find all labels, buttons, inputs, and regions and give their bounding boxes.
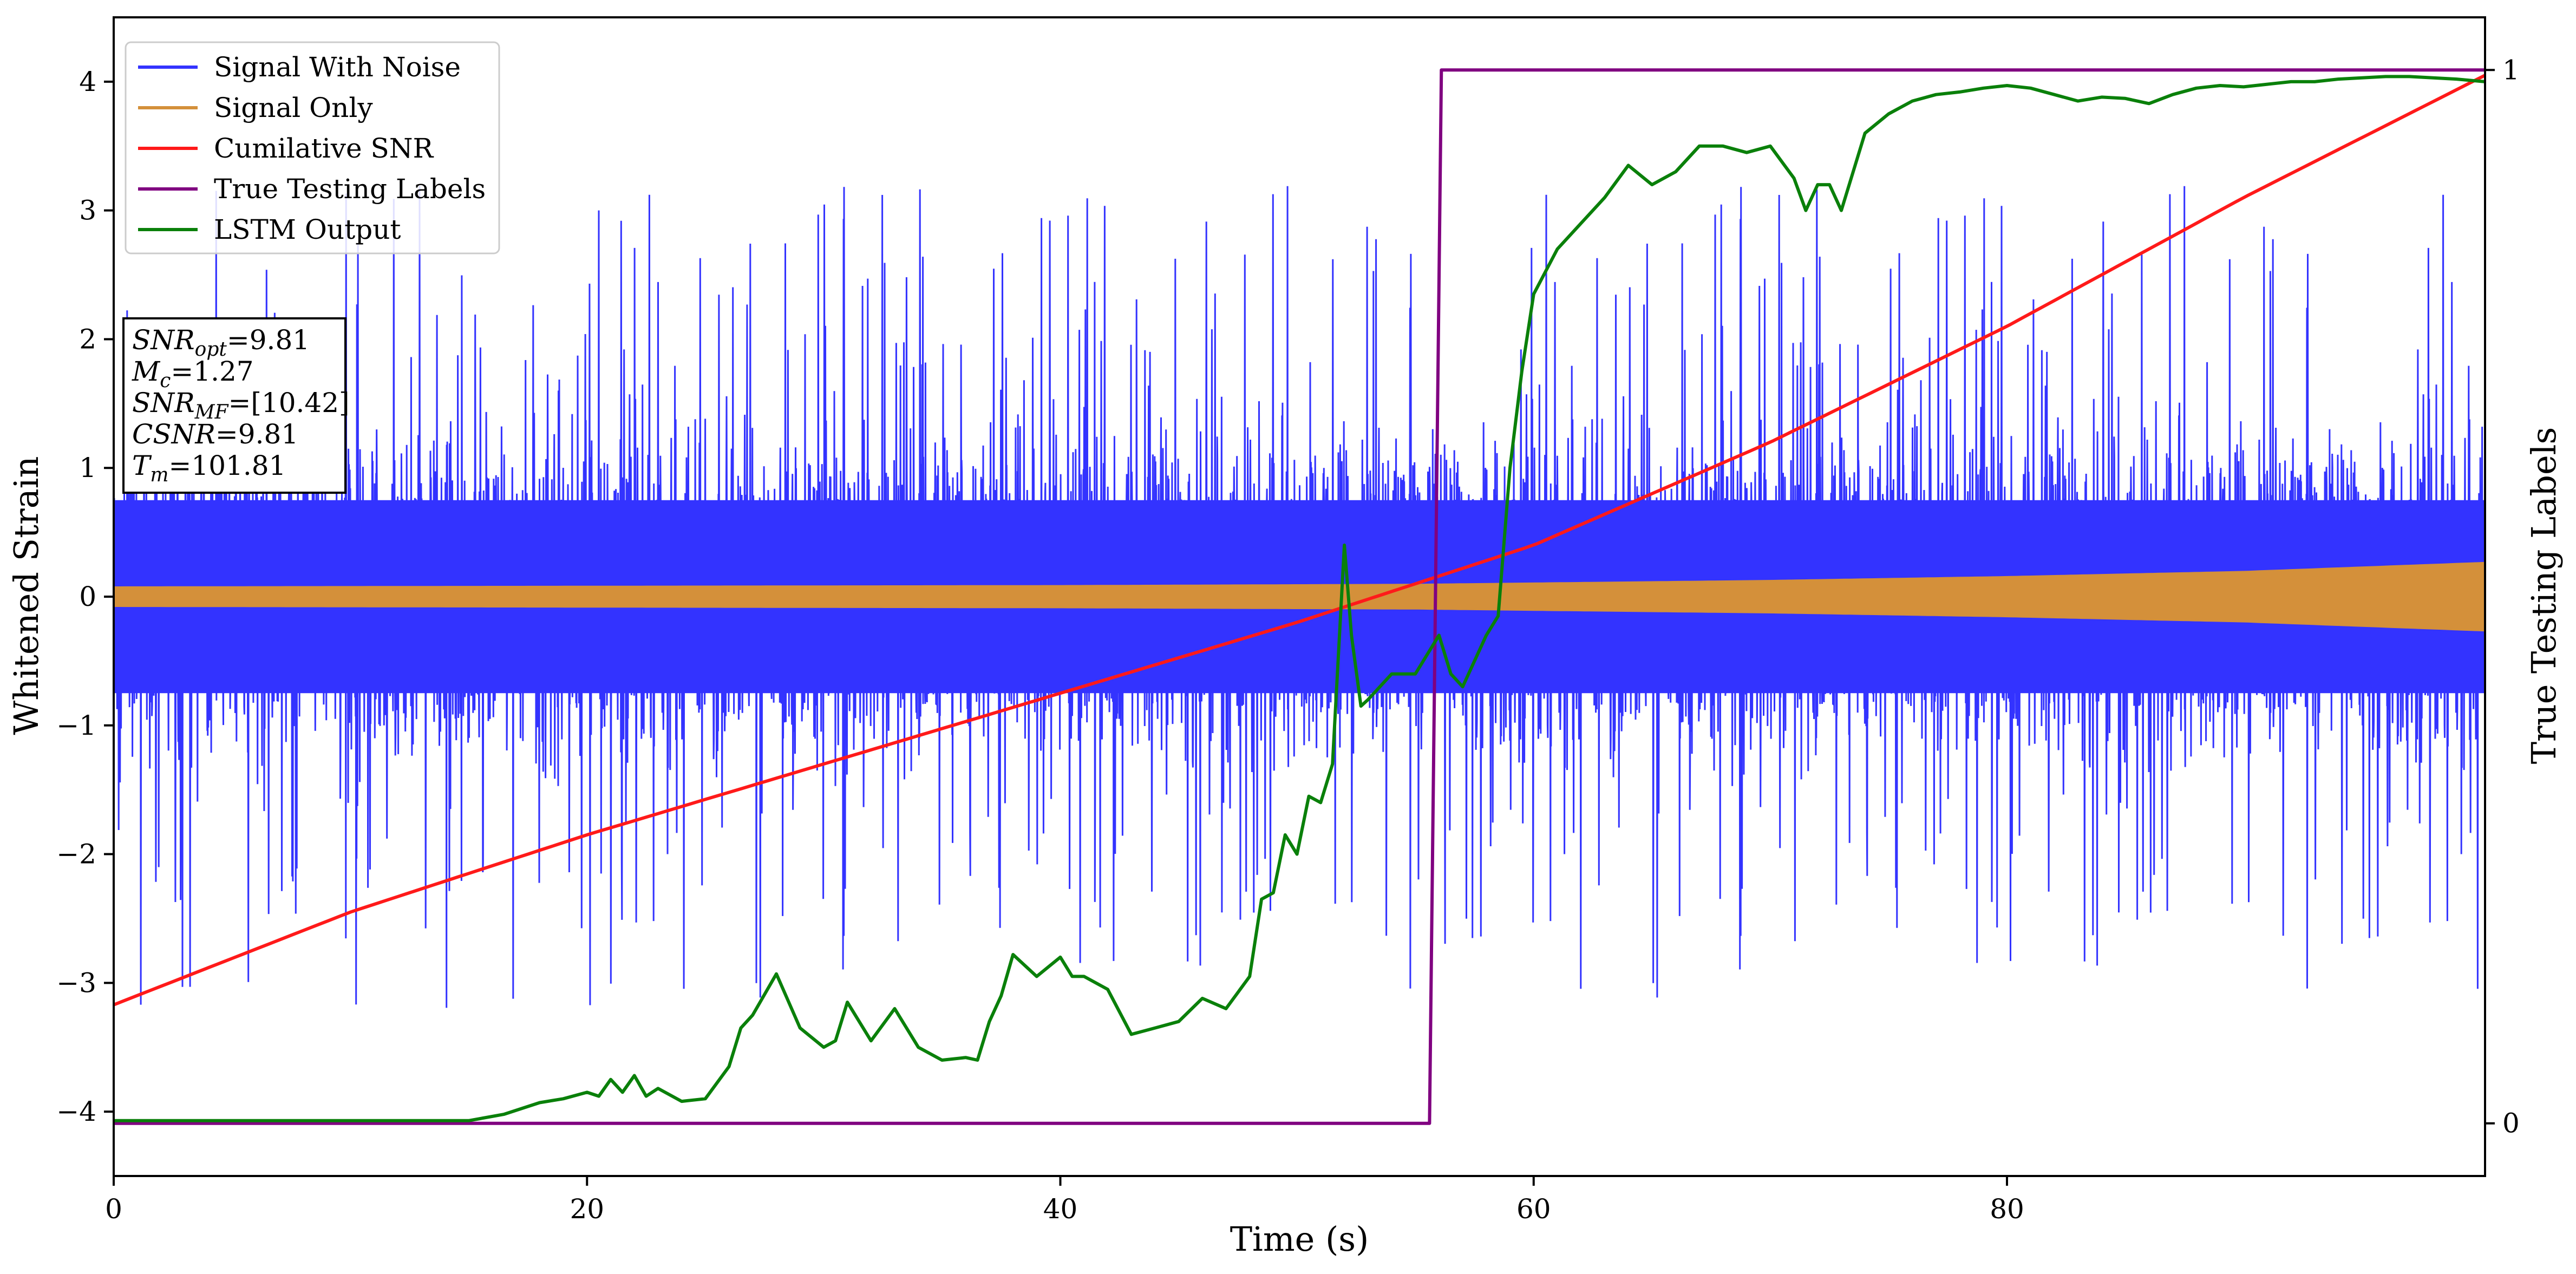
series-signal-only xyxy=(114,561,2485,632)
x-tick-label: 60 xyxy=(1516,1193,1551,1225)
plot-area xyxy=(114,68,2485,1125)
y2-axis-title: True Testing Labels xyxy=(2524,427,2564,765)
series-true-testing-labels xyxy=(114,68,2485,1125)
y-tick-label: 3 xyxy=(79,195,96,226)
y-tick-label: −3 xyxy=(56,967,96,998)
x-tick-label: 0 xyxy=(105,1193,122,1225)
parameter-annotation: SNRopt=9.81Mc=1.27SNRMF=[10.42]CSNR=9.81… xyxy=(122,317,350,494)
legend-label: Signal Only xyxy=(214,92,373,123)
y-tick-label: −4 xyxy=(56,1096,96,1127)
y-tick-label: −1 xyxy=(56,710,96,741)
lstm-output-line xyxy=(114,75,2485,1122)
legend-label: Signal With Noise xyxy=(214,51,461,83)
annotation-line: Mc=1.27 xyxy=(132,356,254,392)
annotation-box xyxy=(122,317,346,494)
y-tick-label: 1 xyxy=(79,452,96,484)
x-tick-label: 40 xyxy=(1043,1193,1078,1225)
y-tick-label: 0 xyxy=(79,581,96,612)
annotation-line: CSNR=9.81 xyxy=(132,419,298,450)
x-axis: 0 20 40 60 80 xyxy=(105,1176,2024,1225)
legend: Signal With Noise Signal Only Cumilative S… xyxy=(125,41,500,254)
annotation-line: Tm=101.81 xyxy=(132,450,286,486)
cumilative-snr-line xyxy=(114,74,2485,1007)
legend-label: True Testing Labels xyxy=(214,173,486,205)
y-axis-title: Whitened Strain xyxy=(6,456,46,735)
series-lstm-output xyxy=(114,75,2485,1122)
legend-box xyxy=(125,41,500,254)
x-axis-title: Time (s) xyxy=(1230,1219,1369,1259)
y-axis-right: 01 xyxy=(2485,54,2520,1139)
series-cumilative-snr xyxy=(114,74,2485,1007)
y2-tick-label: 0 xyxy=(2502,1108,2520,1139)
legend-label: Cumilative SNR xyxy=(214,133,434,164)
y2-tick-label: 1 xyxy=(2502,54,2520,86)
true-testing-labels-line xyxy=(114,68,2485,1125)
y-axis-left: −4 −3 −2 −1 0 1 2 3 4 xyxy=(56,66,114,1127)
x-tick-label: 20 xyxy=(570,1193,604,1225)
y-tick-label: 4 xyxy=(79,66,96,97)
x-tick-label: 80 xyxy=(1990,1193,2024,1225)
y-tick-label: 2 xyxy=(79,323,96,355)
legend-label: LSTM Output xyxy=(214,214,401,245)
y-tick-label: −2 xyxy=(56,839,96,870)
annotation-line: SNRMF=[10.42] xyxy=(132,387,350,423)
signal-only-band xyxy=(114,561,2485,632)
annotation-line: SNRopt=9.81 xyxy=(132,324,310,361)
